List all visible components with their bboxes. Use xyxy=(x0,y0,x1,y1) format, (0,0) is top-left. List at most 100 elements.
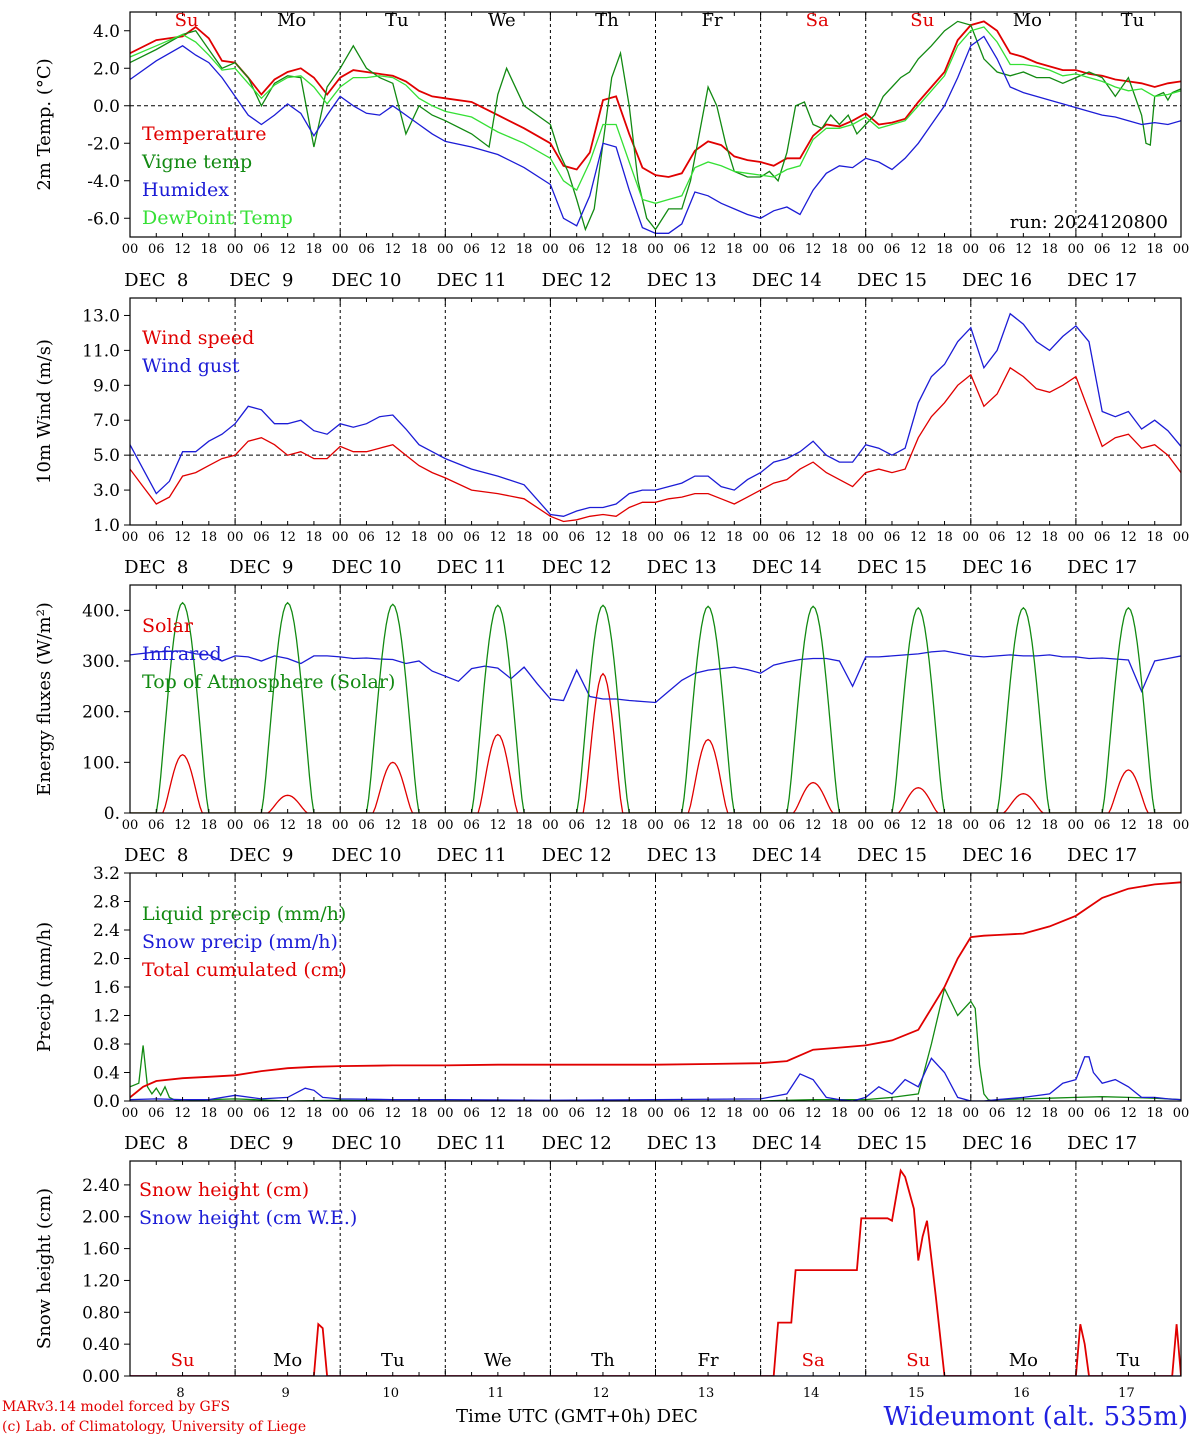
y-axis-label: Precip (mm/h) xyxy=(34,922,55,1052)
y-tick-label: 0.4 xyxy=(93,1064,120,1084)
y-tick-label: 0.0 xyxy=(93,1092,120,1112)
hour-tick-label: 12 xyxy=(174,530,191,545)
hour-tick-label: 06 xyxy=(674,530,691,545)
weekday-label: Sa xyxy=(806,10,829,31)
y-tick-label: 3.2 xyxy=(93,864,120,884)
legend-entry: Liquid precip (mm/h) xyxy=(142,903,346,925)
legend-entry: Temperature xyxy=(142,123,266,145)
hour-tick-label: 00 xyxy=(752,242,769,257)
hour-tick-label: 06 xyxy=(779,1106,796,1121)
weekday-label: Fr xyxy=(698,1350,719,1371)
hour-tick-label: 00 xyxy=(647,530,664,545)
hour-tick-label: 18 xyxy=(936,818,953,833)
hour-tick-label: 06 xyxy=(568,530,585,545)
hour-tick-label: 06 xyxy=(358,818,375,833)
hour-tick-label: 00 xyxy=(752,530,769,545)
series-snow-precip-mm-h xyxy=(130,1056,1181,1101)
hour-tick-label: 00 xyxy=(963,1106,980,1121)
hour-tick-label: 06 xyxy=(989,818,1006,833)
legend-entry: Infrared xyxy=(142,643,222,665)
y-tick-label: 0.0 xyxy=(93,97,120,117)
date-label: DEC 12 xyxy=(542,845,612,866)
hour-tick-label: 00 xyxy=(542,1106,559,1121)
y-tick-label: 1.2 xyxy=(93,1007,120,1027)
series-vigne-temp xyxy=(130,20,1181,232)
y-tick-label: 9.0 xyxy=(93,376,120,396)
hour-tick-label: 12 xyxy=(910,530,927,545)
date-label: DEC 12 xyxy=(542,1133,612,1154)
date-label: DEC 15 xyxy=(857,557,927,578)
hour-tick-label: 06 xyxy=(148,818,165,833)
hour-tick-label: 06 xyxy=(884,530,901,545)
hour-tick-label: 00 xyxy=(542,242,559,257)
hour-tick-label: 06 xyxy=(253,818,270,833)
hour-tick-label: 06 xyxy=(884,818,901,833)
day-number: 14 xyxy=(803,1386,820,1401)
y-tick-label: 300. xyxy=(82,652,120,672)
date-label: DEC 11 xyxy=(437,1133,507,1154)
date-label: DEC 14 xyxy=(752,557,822,578)
hour-tick-label: 06 xyxy=(148,242,165,257)
hour-tick-label: 18 xyxy=(1041,818,1058,833)
series-humidex xyxy=(130,35,1181,234)
date-label: DEC 13 xyxy=(647,557,717,578)
lab-credit: (c) Lab. of Climatology, University of L… xyxy=(2,1419,307,1435)
station-name: Wideumont (alt. 535m) xyxy=(883,1402,1188,1432)
date-label: DEC 16 xyxy=(962,845,1032,866)
weekday-label: Su xyxy=(906,1350,930,1371)
hour-tick-label: 18 xyxy=(621,530,638,545)
hour-tick-label: 12 xyxy=(384,242,401,257)
hour-tick-label: 00 xyxy=(332,1106,349,1121)
model-credit: MARv3.14 model forced by GFS xyxy=(2,1399,231,1415)
hour-tick-label: 18 xyxy=(726,1106,743,1121)
date-label: DEC 8 xyxy=(124,1133,188,1154)
day-number: 11 xyxy=(488,1386,505,1401)
hour-tick-label: 06 xyxy=(779,818,796,833)
hour-tick-label: 18 xyxy=(726,818,743,833)
legend-entry: Total cumulated (cm) xyxy=(142,959,347,981)
hour-tick-label: 06 xyxy=(568,1106,585,1121)
hour-tick-label: 06 xyxy=(463,530,480,545)
y-tick-label: 2.4 xyxy=(93,921,120,941)
hour-tick-label: 00 xyxy=(857,1106,874,1121)
hour-tick-label: 00 xyxy=(1173,242,1190,257)
hour-tick-label: 18 xyxy=(621,818,638,833)
date-label: DEC 10 xyxy=(331,270,401,291)
day-number: 9 xyxy=(282,1386,290,1401)
hour-tick-label: 12 xyxy=(279,530,296,545)
weekday-label: We xyxy=(484,1350,512,1371)
date-label: DEC 16 xyxy=(962,270,1032,291)
hour-tick-label: 12 xyxy=(1015,530,1032,545)
hour-tick-label: 12 xyxy=(490,818,507,833)
hour-tick-label: 18 xyxy=(1041,530,1058,545)
hour-tick-label: 12 xyxy=(174,1106,191,1121)
hour-tick-label: 06 xyxy=(989,242,1006,257)
hour-tick-label: 12 xyxy=(1120,1106,1137,1121)
day-number: 10 xyxy=(382,1386,399,1401)
hour-tick-label: 06 xyxy=(253,242,270,257)
date-label: DEC 17 xyxy=(1067,270,1137,291)
y-tick-label: 200. xyxy=(82,703,120,723)
series-snow-height-cm xyxy=(130,1168,1181,1376)
date-label: DEC 15 xyxy=(857,1133,927,1154)
date-label: DEC 11 xyxy=(437,270,507,291)
hour-tick-label: 06 xyxy=(884,1106,901,1121)
hour-tick-label: 00 xyxy=(227,818,244,833)
hour-tick-label: 00 xyxy=(332,242,349,257)
hour-tick-label: 12 xyxy=(595,1106,612,1121)
hour-tick-label: 06 xyxy=(779,530,796,545)
date-label: DEC 12 xyxy=(542,270,612,291)
hour-tick-label: 00 xyxy=(437,818,454,833)
weekday-label: Su xyxy=(175,10,199,31)
hour-tick-label: 18 xyxy=(306,242,323,257)
day-number: 16 xyxy=(1013,1386,1030,1401)
hour-tick-label: 06 xyxy=(463,242,480,257)
hour-tick-label: 00 xyxy=(963,530,980,545)
hour-tick-label: 06 xyxy=(358,1106,375,1121)
hour-tick-label: 00 xyxy=(1068,242,1085,257)
hour-tick-label: 12 xyxy=(805,1106,822,1121)
series-total-cumulated-cm xyxy=(130,881,1181,1099)
hour-tick-label: 00 xyxy=(857,530,874,545)
date-label: DEC 13 xyxy=(647,845,717,866)
